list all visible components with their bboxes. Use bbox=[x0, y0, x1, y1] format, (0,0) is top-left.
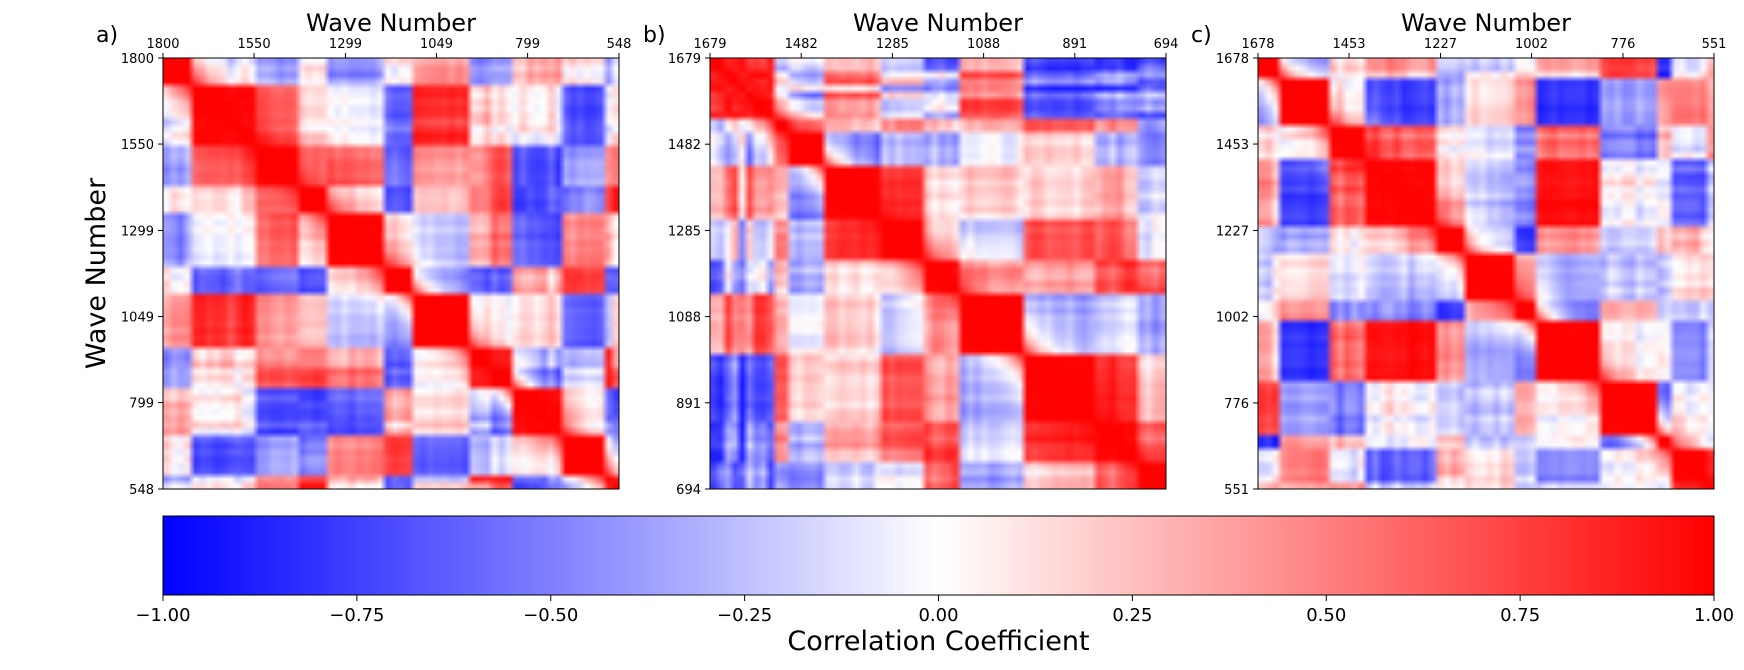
x-tick-label: 1227 bbox=[1424, 37, 1457, 52]
y-tick-label: 1285 bbox=[668, 224, 701, 239]
heatmap-panels: a) Wave Number Wave Number 1800 1550 1299 1049… bbox=[81, 9, 1726, 498]
x-tick-label: 1002 bbox=[1515, 37, 1548, 52]
y-tick-label: 1453 bbox=[1216, 138, 1249, 153]
y-tick-label: 1678 bbox=[1216, 52, 1249, 67]
heatmap-frame bbox=[1257, 57, 1715, 490]
colorbar-tick-label: −0.75 bbox=[329, 605, 384, 626]
x-tick-label: 1800 bbox=[146, 37, 179, 52]
colorbar-tick-label: −1.00 bbox=[135, 605, 190, 626]
x-tick-label: 1482 bbox=[785, 37, 818, 52]
panel-label: a) bbox=[96, 23, 118, 48]
x-tick-label: 1678 bbox=[1241, 37, 1274, 52]
y-tick-label: 891 bbox=[676, 397, 701, 412]
y-tick-label: 548 bbox=[129, 483, 154, 498]
y-tick-label: 551 bbox=[1224, 483, 1249, 498]
y-tick-label: 1002 bbox=[1216, 311, 1249, 326]
x-tick-label: 1453 bbox=[1332, 37, 1365, 52]
heatmap-frame bbox=[709, 57, 1167, 490]
x-tick-label: 694 bbox=[1154, 37, 1179, 52]
heatmap-image bbox=[1258, 58, 1714, 489]
x-tick-label: 1299 bbox=[329, 37, 362, 52]
x-tick-label: 799 bbox=[515, 37, 540, 52]
colorbar-label: Correlation Coefficient bbox=[787, 626, 1089, 657]
y-tick-label: 1550 bbox=[121, 138, 154, 153]
panel-title: Wave Number bbox=[1401, 9, 1571, 37]
colorbar-tick-label: 0.75 bbox=[1500, 605, 1540, 626]
heatmap-image bbox=[163, 58, 619, 489]
colorbar-tick-label: −0.50 bbox=[523, 605, 578, 626]
heatmap-frame bbox=[162, 57, 620, 490]
x-tick-label: 1049 bbox=[420, 37, 453, 52]
colorbar-tick-label: 0.00 bbox=[918, 605, 958, 626]
panel-c: c) Wave Number 1678 1453 1227 1002 776 551 1678 1… bbox=[1191, 9, 1726, 498]
x-tick-label: 1088 bbox=[967, 37, 1000, 52]
panel-label: b) bbox=[643, 23, 666, 48]
panel-label: c) bbox=[1191, 23, 1212, 48]
x-tick-label: 776 bbox=[1611, 37, 1636, 52]
y-axis-label: Wave Number bbox=[81, 177, 112, 369]
y-tick-label: 1088 bbox=[668, 311, 701, 326]
panel-a: a) Wave Number Wave Number 1800 1550 1299 1049… bbox=[81, 9, 631, 498]
heatmap-image bbox=[710, 58, 1166, 489]
x-tick-label: 1550 bbox=[238, 37, 271, 52]
y-tick-label: 1227 bbox=[1216, 224, 1249, 239]
y-tick-label: 776 bbox=[1224, 397, 1249, 412]
y-tick-label: 694 bbox=[676, 483, 701, 498]
x-tick-label: 548 bbox=[607, 37, 632, 52]
y-tick-label: 1800 bbox=[121, 52, 154, 67]
y-tick-label: 1299 bbox=[121, 224, 154, 239]
x-tick-label: 1285 bbox=[876, 37, 909, 52]
panel-b: b) Wave Number 1679 1482 1285 1088 891 694 1679 1… bbox=[643, 9, 1178, 498]
y-tick-label: 799 bbox=[129, 397, 154, 412]
y-tick-label: 1049 bbox=[121, 311, 154, 326]
x-tick-label: 551 bbox=[1702, 37, 1727, 52]
y-tick-label: 1679 bbox=[668, 52, 701, 67]
x-tick-label: 1679 bbox=[693, 37, 726, 52]
colorbar-tick-label: 1.00 bbox=[1694, 605, 1734, 626]
colorbar-ticks: −1.00 −0.75 −0.50 −0.25 0.00 0.25 0.50 0.75 1.00 bbox=[135, 595, 1734, 626]
colorbar: −1.00 −0.75 −0.50 −0.25 0.00 0.25 0.50 0.75 1.00… bbox=[135, 515, 1734, 657]
panel-title: Wave Number bbox=[306, 9, 476, 37]
colorbar-tick-label: 0.50 bbox=[1306, 605, 1346, 626]
panel-title: Wave Number bbox=[853, 9, 1023, 37]
colorbar-tick-label: 0.25 bbox=[1112, 605, 1152, 626]
colorbar-tick-label: −0.25 bbox=[717, 605, 772, 626]
y-tick-label: 1482 bbox=[668, 138, 701, 153]
colorbar-bar bbox=[162, 515, 1715, 596]
x-tick-label: 891 bbox=[1062, 37, 1087, 52]
